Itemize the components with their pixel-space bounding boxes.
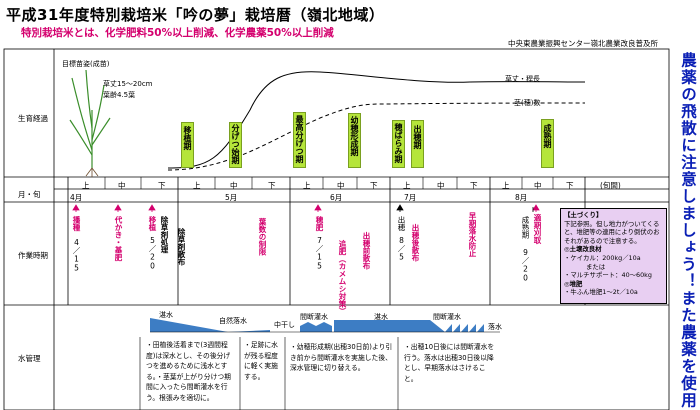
month-jun: 6月 [330, 193, 343, 202]
task-pre-heading-spray: 出穂前散布 [362, 232, 371, 270]
task-herbicide-treatment: 除草剤処理 [160, 216, 169, 254]
period-2: 中 [118, 181, 126, 190]
period-6: 下 [268, 181, 276, 190]
seedling-roots [85, 167, 99, 177]
period-7: 上 [303, 181, 311, 190]
soil-box-line2: ・ケイカル：200kg／10a [564, 253, 641, 262]
task-maturity-date: 9／20 [521, 248, 530, 283]
water-bar [150, 318, 484, 332]
period-10: 上 [403, 181, 411, 190]
season-label: (旬間) [600, 181, 621, 190]
soil-box-line4: ・マルチサポート：40～60kg [564, 271, 652, 280]
period-5: 中 [230, 181, 238, 190]
period-1: 上 [82, 181, 90, 190]
water-label-natural: 自然落水 [219, 317, 247, 325]
water-label-drain: 落水 [488, 323, 502, 331]
task-sowing-date: 4／15 [72, 238, 81, 273]
curve-tiller-label: 茎(穂)数 [514, 99, 541, 107]
target-seedling-label: 目標苗姿(成苗) [62, 60, 110, 68]
task-heading: 出穂 [397, 216, 406, 231]
plant-height-label: 草丈15～20cm [103, 80, 153, 88]
soil-box-head2: ◎土壌改良材 [564, 245, 602, 254]
water-note-mid: ・足跡に水が残る程度に軽く実施する。 [244, 341, 278, 381]
period-15: 下 [566, 181, 574, 190]
soil-box-line3: または [586, 262, 606, 271]
task-transplant: 移植 [148, 216, 157, 231]
task-panicle-fert-date: 7／15 [315, 236, 324, 271]
soil-box-head3: ◎堆肥 [564, 279, 583, 288]
period-12: 下 [470, 181, 478, 190]
stage-max-tillering: 最高分げつ期 [293, 112, 306, 168]
task-prevent-drainage: 早期落水防止 [468, 212, 477, 257]
side-warning-text: 農薬の飛散に注意しましょう！また農薬を使用する [679, 52, 697, 410]
stage-transplant: 移植期 [181, 122, 194, 168]
water-label-intermittent2: 間断灌水 [433, 313, 461, 321]
row-label-growth: 生育経過 [18, 114, 48, 123]
task-maturity: 成熟期 [521, 216, 530, 239]
soil-box-title: 【土づくり】 [564, 211, 603, 219]
period-11: 中 [437, 181, 445, 190]
water-label-intermittent1: 間断灌水 [300, 313, 328, 321]
period-9: 下 [370, 181, 378, 190]
curve-height-label: 草丈・稈長 [505, 75, 540, 83]
month-jul: 7月 [404, 193, 417, 202]
task-harvest: 適期刈取 [533, 214, 542, 244]
task-sowing: 播種 [72, 216, 81, 231]
row-label-work: 作業時期 [18, 251, 48, 260]
leaf-age-label: 葉齢4.5葉 [103, 91, 136, 99]
task-leaf-limit: 葉数の制限 [258, 218, 267, 256]
organization-label: 中央東農業振興センター嶺北農業改良普及所 [508, 39, 658, 48]
task-puddling: 代かき・基肥 [114, 216, 123, 261]
task-heading-date: 8／5 [397, 236, 406, 262]
page-subtitle: 特別栽培米とは、化学肥料50%以上削減、化学農薬50%以上削減 [21, 27, 334, 39]
task-panicle-fert: 穂肥 [315, 216, 324, 231]
page-title: 平成31年度特別栽培米「吟の夢」栽培暦（嶺北地域） [6, 6, 385, 24]
stage-panicle-formation: 幼穂形成期 [348, 113, 361, 168]
task-transplant-date: 5／20 [148, 236, 157, 271]
task-post-heading-spray: 出穂後散布 [411, 224, 420, 262]
task-stinkbug: 追肥（カメムシ対策） [338, 240, 347, 315]
month-aug: 8月 [515, 193, 528, 202]
soil-box-line5: ・牛ふん堆肥1～2t／10a [564, 288, 638, 297]
water-note-right1: ・幼穂形成期(出穂30日前)より引き前から間断灌水を実施した後、深水管理に切り替… [290, 343, 393, 372]
height-curve [167, 71, 586, 169]
soil-box-line1: 下記参照。但し地力がついてくると、堆肥等の連用により倒伏のおそれがあるので注意す… [564, 219, 660, 245]
water-label-flood: 湛水 [159, 311, 173, 319]
month-may: 5月 [225, 193, 238, 202]
stage-maturity: 成熟期 [541, 119, 554, 168]
row-label-water: 水管理 [18, 354, 41, 363]
period-3: 下 [158, 181, 166, 190]
seedling-icon [69, 69, 111, 168]
water-label-midseason: 中干し [274, 321, 295, 329]
water-note-right2: ・出穂10日後には間断灌水を行う。落水は出穂30日後以降とし、早期落水はさけるこ… [404, 343, 495, 383]
soil-box: 【土づくり】 下記参照。但し地力がついてくると、堆肥等の連用により倒伏のおそれが… [560, 208, 667, 304]
period-13: 上 [502, 181, 510, 190]
stage-booting: 穂ばらみ期 [392, 120, 405, 168]
stage-tillering-start: 分げつ始期 [229, 122, 242, 168]
water-label-flood2: 湛水 [374, 313, 388, 321]
period-4: 上 [193, 181, 201, 190]
period-8: 中 [337, 181, 345, 190]
task-herbicide: 除草剤散布 [177, 228, 186, 266]
row-label-calendar: 月・旬 [18, 190, 41, 199]
stage-heading: 出穂期 [411, 120, 424, 168]
water-note-left: ・田植後活着まで(3週間程度)は深水とし、その後分げつを進めるために浅水とする。… [146, 341, 231, 402]
period-14: 中 [534, 181, 542, 190]
month-apr: 4月 [70, 193, 83, 202]
